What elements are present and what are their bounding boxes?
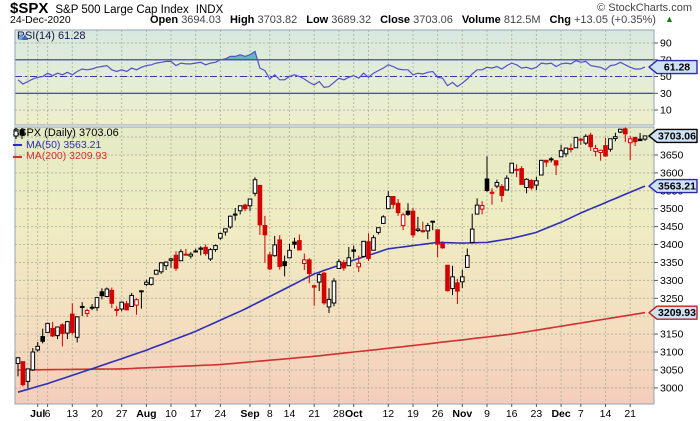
svg-text:14: 14 <box>284 408 296 420</box>
svg-text:16: 16 <box>506 408 518 420</box>
svg-text:Sep: Sep <box>240 408 259 420</box>
svg-text:Aug: Aug <box>136 408 156 420</box>
ma200-line-swatch <box>13 155 22 158</box>
quote-close: Close 3703.06 <box>380 14 453 26</box>
svg-text:8: 8 <box>267 408 273 420</box>
price-badge: 3703.06 <box>648 128 698 144</box>
ma200-badge: 3209.93 <box>648 305 698 320</box>
quote-open: Open 3694.03 <box>150 14 221 26</box>
price-legend-label: $SPX (Daily) 3703.06 <box>13 127 119 139</box>
svg-text:3150: 3150 <box>660 329 684 341</box>
svg-text:3450: 3450 <box>660 221 684 233</box>
svg-text:3300: 3300 <box>660 275 684 287</box>
rsi-panel-border <box>14 29 655 126</box>
svg-text:3400: 3400 <box>660 239 684 251</box>
rsi-badge: 61.28 <box>648 59 698 75</box>
rsi-legend-label: RSI(14) 61.28 <box>17 30 86 42</box>
svg-text:Dec: Dec <box>551 408 570 420</box>
quote-change: Chg +13.05 (+0.35%) <box>549 14 656 26</box>
price-legend: $SPX (Daily) 3703.06 MA(50) 3563.21 MA(2… <box>13 127 119 163</box>
ma200-line <box>17 311 646 371</box>
symbol-ticker: $SPX <box>10 0 49 17</box>
svg-text:3050: 3050 <box>660 365 684 377</box>
ohlc-quote: Open 3694.03 High 3703.82 Low 3689.32 Cl… <box>150 14 674 26</box>
svg-text:3350: 3350 <box>660 257 684 269</box>
svg-text:3650: 3650 <box>660 150 684 162</box>
svg-text:10: 10 <box>660 105 672 117</box>
quote-row: 24-Dec-2020 Open 3694.03 High 3703.82 Lo… <box>10 14 674 26</box>
svg-text:21: 21 <box>308 408 320 420</box>
svg-text:17: 17 <box>190 408 202 420</box>
svg-text:3250: 3250 <box>660 293 684 305</box>
symbol-exchange: INDX <box>195 4 224 16</box>
rsi-indicator-icon <box>18 32 28 40</box>
svg-text:Jul: Jul <box>30 408 45 420</box>
svg-text:Nov: Nov <box>452 408 472 420</box>
quote-volume: Volume 812.5M <box>461 14 541 26</box>
svg-text:3000: 3000 <box>660 382 684 394</box>
svg-text:19: 19 <box>407 408 419 420</box>
svg-text:28: 28 <box>333 408 345 420</box>
y-axis: 9070503010300030503100315032003250330033… <box>654 38 684 394</box>
symbol-name: S&P 500 Large Cap Index <box>55 4 189 16</box>
svg-text:7: 7 <box>578 408 584 420</box>
rsi-line <box>17 50 646 89</box>
chart-header: $SPX S&P 500 Large Cap Index INDX © Stoc… <box>0 0 700 28</box>
ma50-badge: 3563.21 <box>648 178 698 194</box>
title-row: $SPX S&P 500 Large Cap Index INDX <box>10 0 223 17</box>
svg-text:90: 90 <box>660 38 672 50</box>
svg-text:9: 9 <box>484 408 490 420</box>
svg-text:12: 12 <box>382 408 394 420</box>
svg-text:3600: 3600 <box>660 167 684 179</box>
candles <box>15 127 648 389</box>
svg-text:3703.06: 3703.06 <box>658 131 696 143</box>
svg-text:3209.93: 3209.93 <box>658 307 696 319</box>
svg-text:21: 21 <box>624 408 636 420</box>
svg-text:Oct: Oct <box>345 408 363 420</box>
rsi-panel <box>15 30 654 125</box>
ma50-line-swatch <box>13 144 22 147</box>
price-panel-border <box>14 126 655 405</box>
stockcharts-credit: © StockCharts.com <box>597 2 692 14</box>
quote-low: Low 3689.32 <box>306 14 372 26</box>
svg-text:24: 24 <box>215 408 227 420</box>
rsi-legend: RSI(14) 61.28 <box>17 30 85 42</box>
chart-date: 24-Dec-2020 <box>10 14 71 26</box>
svg-text:3100: 3100 <box>660 347 684 359</box>
svg-text:10: 10 <box>165 408 177 420</box>
svg-text:26: 26 <box>432 408 444 420</box>
svg-text:30: 30 <box>660 88 672 100</box>
svg-text:3563.21: 3563.21 <box>658 181 696 193</box>
svg-text:3500: 3500 <box>660 203 684 215</box>
ma50-line <box>17 185 646 393</box>
candlestick-icon <box>13 128 25 139</box>
svg-text:27: 27 <box>116 408 128 420</box>
svg-text:50: 50 <box>660 71 672 83</box>
svg-text:14: 14 <box>600 408 612 420</box>
change-up-icon: ▲ <box>664 14 674 24</box>
svg-text:6: 6 <box>45 408 51 420</box>
svg-text:13: 13 <box>66 408 78 420</box>
x-axis: Jul 6 13 20 27 Aug 10 17 24 Sep 8 14 21 28 Oct 12 19 26 No… <box>30 404 636 420</box>
svg-text:20: 20 <box>91 408 103 420</box>
quote-high: High 3703.82 <box>229 14 298 26</box>
ma50-legend-label: MA(50) 3563.21 <box>26 138 102 151</box>
svg-text:61.28: 61.28 <box>664 62 690 74</box>
ma200-legend-label: MA(200) 3209.93 <box>26 150 108 162</box>
svg-text:23: 23 <box>531 408 543 420</box>
